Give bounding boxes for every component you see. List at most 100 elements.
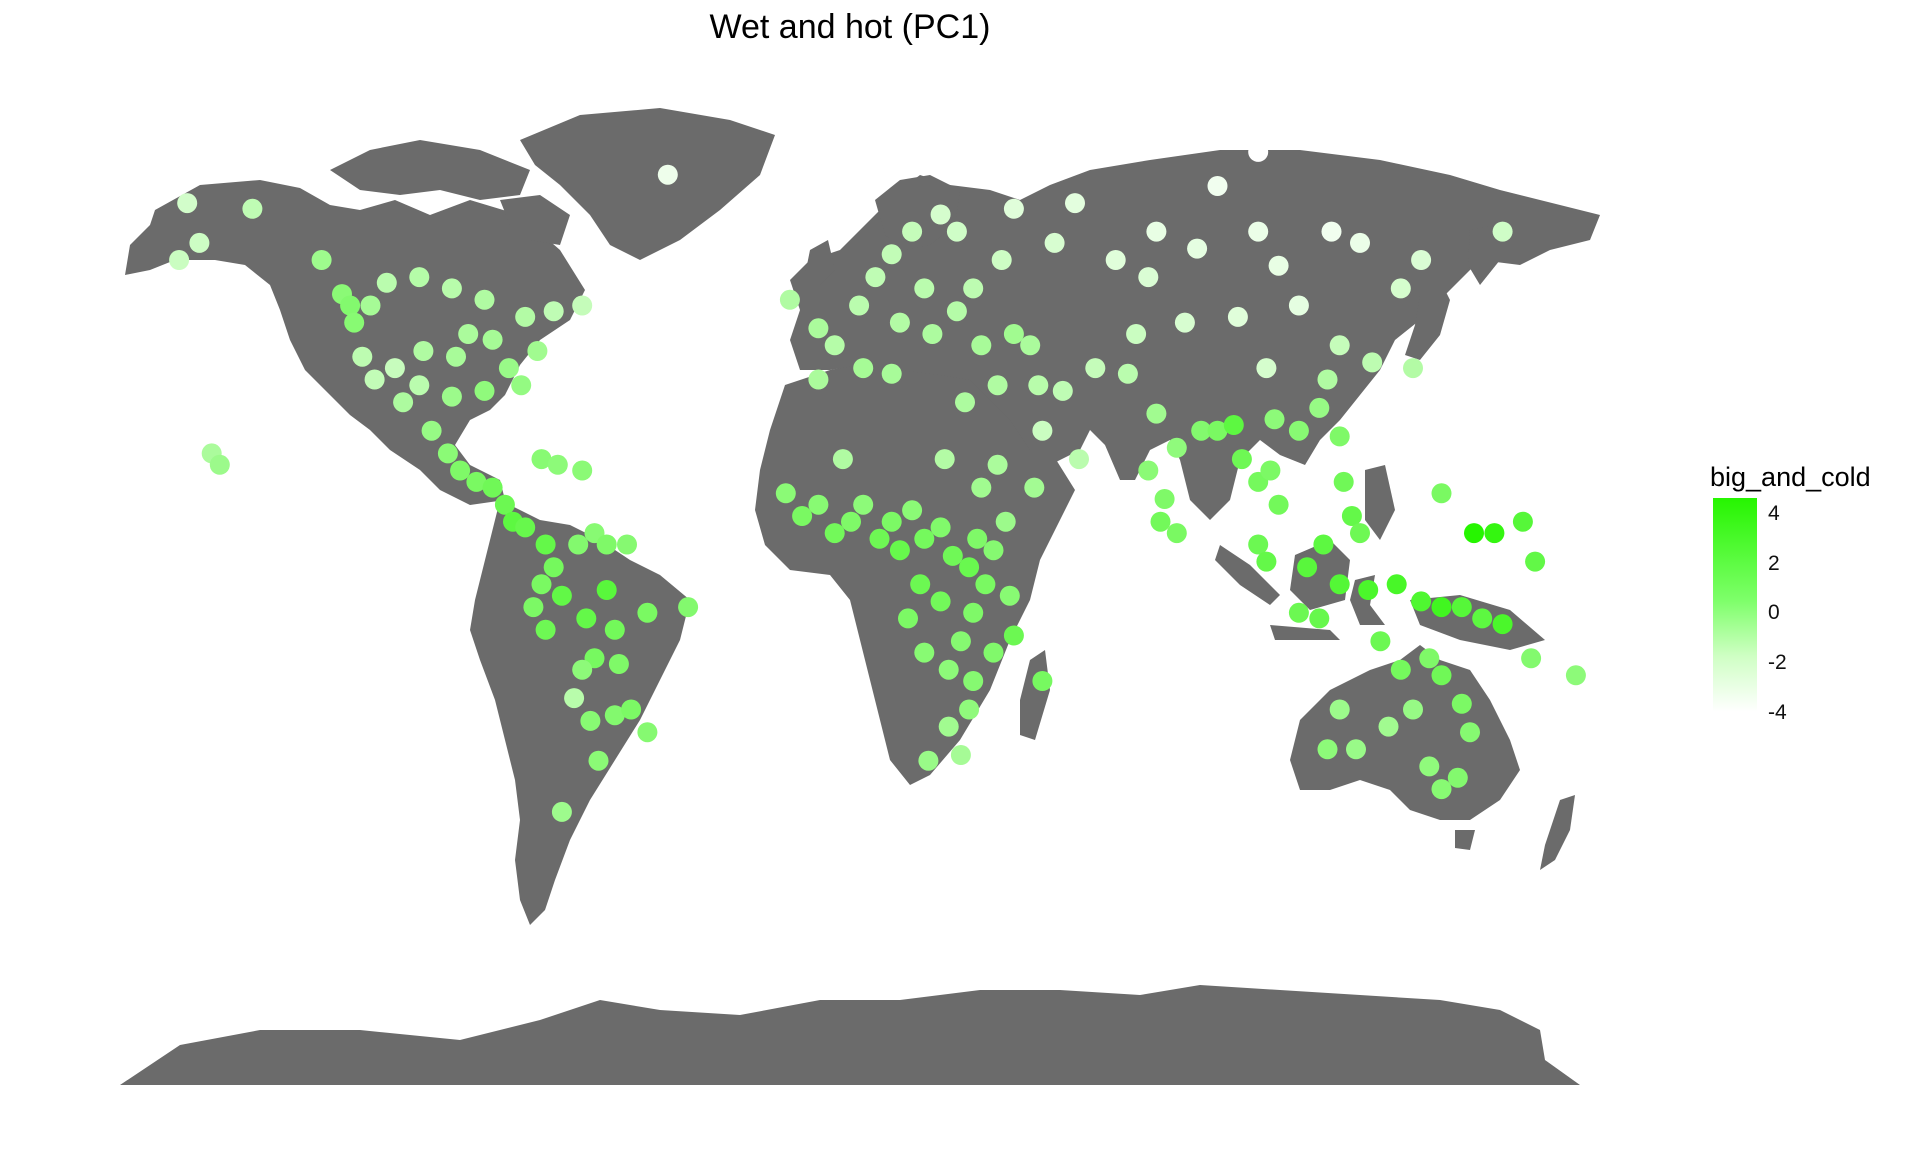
color-legend: big_and_cold 4 2 0 -2 -4 (1710, 462, 1910, 762)
site-point (498, 358, 519, 379)
site-point (808, 494, 829, 515)
site-point (938, 659, 959, 680)
site-point (494, 494, 515, 515)
site-point (531, 574, 552, 595)
legend-tick-mark (1757, 611, 1763, 614)
site-point (189, 232, 210, 253)
site-point (1321, 221, 1342, 242)
site-point (1350, 232, 1370, 253)
site-point (617, 534, 637, 555)
site-point (576, 608, 597, 629)
site-point (1065, 193, 1085, 214)
site-point (824, 335, 845, 356)
site-point (1370, 631, 1391, 652)
site-point (995, 511, 1016, 532)
site-point (1317, 369, 1338, 390)
site-point (1341, 506, 1362, 526)
site-point (1288, 295, 1309, 316)
site-point (572, 659, 593, 680)
site-point (564, 688, 585, 709)
site-point (991, 250, 1012, 270)
site-point (987, 375, 1008, 396)
site-point (1419, 756, 1440, 777)
site-point (551, 585, 572, 606)
site-point (971, 477, 992, 498)
site-point (572, 460, 593, 481)
site-point (1362, 352, 1383, 373)
site-point (963, 671, 984, 691)
site-point (1117, 363, 1138, 384)
site-point (1146, 403, 1167, 424)
site-point (543, 557, 564, 578)
site-point (849, 295, 870, 316)
greenland-landmass (520, 108, 775, 260)
site-point (1223, 415, 1244, 435)
site-point (409, 267, 430, 288)
land-masses (120, 108, 1600, 1085)
site-point (543, 301, 564, 322)
site-point (458, 324, 479, 344)
site-point (1268, 255, 1289, 276)
site-point (1309, 397, 1330, 418)
site-point (1256, 358, 1277, 379)
site-point (1032, 420, 1053, 441)
site-point (1525, 551, 1546, 572)
site-point (950, 745, 971, 765)
site-point (1256, 551, 1277, 572)
site-point (580, 710, 601, 731)
site-point (482, 329, 503, 350)
site-point (1329, 574, 1350, 595)
site-point (1105, 250, 1126, 270)
site-point (1174, 312, 1195, 333)
madagascar (1020, 650, 1050, 740)
site-point (1472, 608, 1493, 629)
sumatra (1215, 545, 1280, 605)
site-point (910, 574, 931, 595)
site-point (1386, 574, 1407, 595)
site-point (1419, 648, 1440, 669)
site-point (604, 705, 625, 726)
site-point (775, 483, 796, 504)
site-point (881, 511, 902, 532)
site-point (865, 267, 886, 288)
south-america-landmass (470, 500, 690, 925)
site-point (551, 801, 572, 822)
site-point (942, 545, 963, 566)
site-point (1460, 722, 1480, 743)
site-point (1329, 426, 1350, 447)
site-point (902, 500, 923, 521)
site-point (1146, 221, 1167, 242)
legend-tick-mark (1757, 711, 1763, 713)
site-point (832, 449, 853, 470)
site-point (914, 642, 935, 663)
legend-tick-label: 4 (1768, 501, 1780, 525)
site-point (983, 642, 1004, 663)
site-point (1288, 602, 1309, 623)
site-point (1431, 597, 1452, 618)
site-point (1187, 238, 1208, 259)
site-point (1248, 534, 1269, 555)
legend-tick-mark (1757, 561, 1763, 564)
site-point (1431, 483, 1452, 504)
site-point (1390, 659, 1411, 680)
site-point (1411, 250, 1432, 270)
site-point (421, 420, 442, 441)
site-point (393, 392, 414, 413)
site-point (1052, 380, 1073, 401)
site-point (1492, 614, 1513, 635)
site-point (1464, 523, 1484, 544)
site-point (934, 449, 955, 470)
site-point (889, 540, 910, 561)
site-point (853, 494, 874, 515)
site-point (344, 312, 365, 333)
japan (1405, 280, 1450, 360)
site-point (1484, 523, 1505, 544)
site-point (971, 335, 992, 356)
site-point (1003, 324, 1024, 344)
site-point (808, 369, 829, 390)
site-point (1346, 739, 1366, 760)
site-point (547, 454, 568, 475)
site-point (621, 699, 642, 720)
site-point (413, 341, 434, 361)
site-point (898, 608, 918, 629)
